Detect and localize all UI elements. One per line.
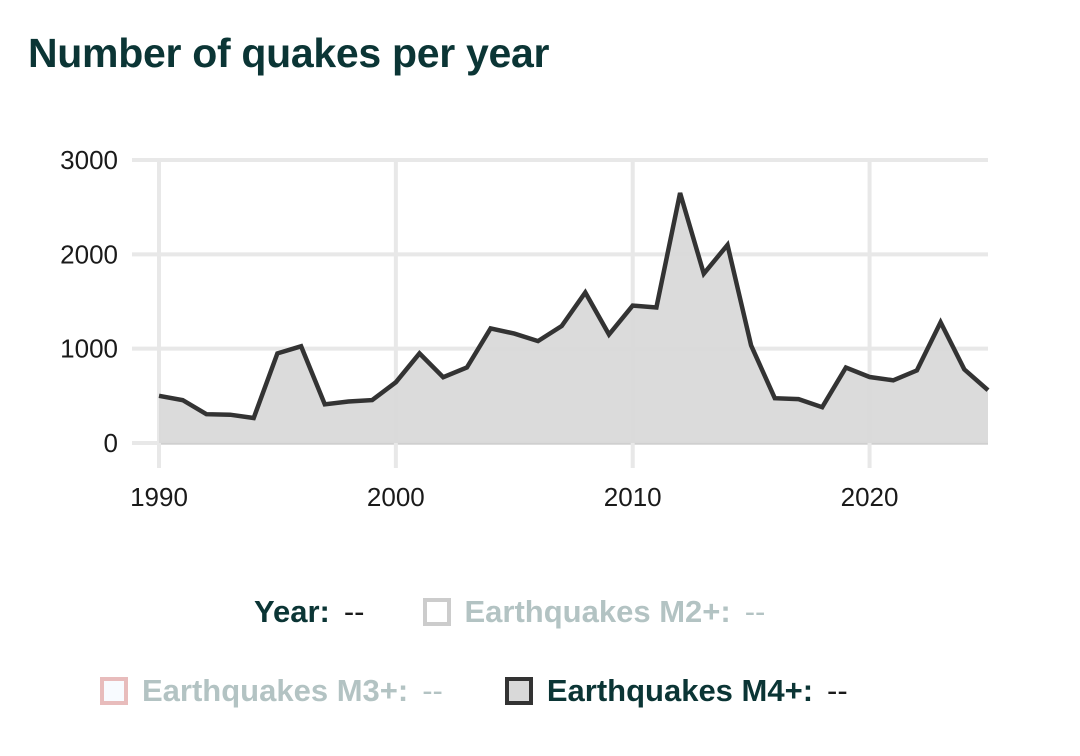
chart-area: 0 1000 2000 3000 1990 2000 2010 2020 [60, 145, 991, 512]
data-point [298, 343, 304, 349]
data-point [606, 332, 612, 338]
chart-title: Number of quakes per year [28, 30, 550, 76]
data-point [938, 319, 944, 325]
data-point [677, 190, 683, 196]
x-tick-label: 2020 [841, 482, 899, 512]
data-point [890, 377, 896, 383]
data-point [701, 271, 707, 277]
data-point [961, 366, 967, 372]
data-point [630, 303, 636, 309]
data-point [322, 401, 328, 407]
x-tick-label: 1990 [130, 482, 188, 512]
legend-label-m3: Earthquakes M3+: [142, 673, 409, 708]
data-point [653, 305, 659, 311]
data-point [369, 397, 375, 403]
data-point [535, 338, 541, 344]
data-point [180, 397, 186, 403]
data-point [772, 395, 778, 401]
legend-row-1: Year: -- Earthquakes M2+: -- [254, 594, 765, 630]
legend-value-m3: -- [422, 673, 443, 708]
data-point [203, 411, 209, 417]
data-point [867, 374, 873, 380]
legend-item-m3[interactable]: Earthquakes M3+: -- [100, 673, 443, 709]
data-point [227, 412, 233, 418]
legend-checkbox-m4[interactable] [504, 677, 533, 705]
year-label: Year: [254, 594, 330, 629]
data-point [251, 415, 257, 421]
series-area-m4 [159, 193, 988, 443]
data-point [511, 331, 517, 337]
x-tick-label: 2000 [367, 482, 425, 512]
y-axis-labels: 0 1000 2000 3000 [60, 145, 118, 458]
data-point [796, 396, 802, 402]
data-point [819, 404, 825, 410]
data-point [582, 290, 588, 296]
data-point [559, 323, 565, 329]
legend-item-m4[interactable]: Earthquakes M4+: -- [504, 673, 848, 709]
legend-year: Year: -- [254, 594, 365, 630]
y-tick-label: 0 [104, 428, 118, 458]
data-point [393, 379, 399, 385]
legend-value-m2: -- [744, 594, 766, 629]
y-tick-label: 1000 [60, 334, 118, 364]
data-point [985, 387, 991, 393]
data-point [464, 365, 470, 371]
data-point [724, 242, 730, 248]
data-point [440, 374, 446, 380]
data-point [914, 367, 920, 373]
legend-item-m2[interactable]: Earthquakes M2+: -- [422, 594, 766, 630]
y-tick-label: 3000 [60, 145, 118, 175]
data-point [156, 393, 162, 399]
legend-row-2: Earthquakes M3+: -- Earthquakes M4+: -- [100, 673, 848, 709]
year-value: -- [343, 594, 365, 629]
y-tick-label: 2000 [60, 239, 118, 269]
data-point [345, 398, 351, 404]
x-axis-labels: 1990 2000 2010 2020 [130, 482, 898, 512]
legend-label-m2: Earthquakes M2+: [464, 594, 731, 629]
data-point [748, 342, 754, 348]
legend-value-m4: -- [827, 673, 848, 708]
series-line-m4 [158, 192, 990, 421]
data-point [488, 325, 494, 331]
data-point [843, 365, 849, 371]
legend-checkbox-m2[interactable] [422, 598, 451, 626]
legend-label-m4: Earthquakes M4+: [546, 673, 814, 708]
x-tick-label: 2010 [604, 482, 662, 512]
legend-checkbox-m3[interactable] [100, 677, 128, 705]
data-point [274, 350, 280, 356]
data-point [417, 350, 423, 356]
